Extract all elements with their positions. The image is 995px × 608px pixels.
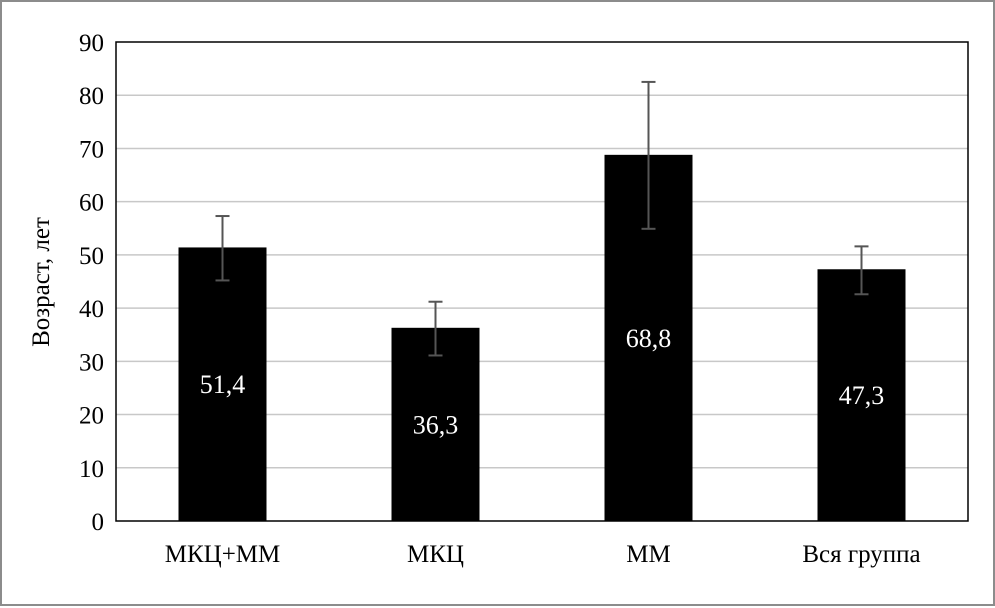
bar: [817, 269, 906, 521]
y-tick-label: 40: [79, 296, 104, 323]
bar: [178, 247, 267, 521]
y-axis-title: Возраст, лет: [28, 217, 55, 347]
axes: 0 10 20 30 40 50 60 70 80 90 МКЦ+ММ МКЦ ММ Вся группа: [79, 30, 969, 568]
y-tick-label: 0: [92, 509, 105, 536]
x-category-label: МКЦ: [407, 541, 464, 568]
bar: [391, 327, 480, 521]
y-tick-label: 90: [79, 30, 104, 57]
y-tick-label: 60: [79, 190, 104, 217]
y-tick-label: 20: [79, 403, 104, 430]
data-label: 47,3: [839, 381, 885, 410]
x-category-label: МКЦ+ММ: [165, 541, 281, 568]
data-label: 68,8: [626, 324, 672, 353]
data-labels: 51,4 36,3 68,8 47,3: [200, 324, 885, 439]
y-tick-label: 50: [79, 243, 104, 270]
y-tick-label: 10: [79, 456, 104, 483]
y-tick-label: 70: [79, 136, 104, 163]
bars: [178, 154, 906, 521]
plot-border: [115, 41, 969, 522]
data-label: 51,4: [200, 370, 246, 399]
data-label: 36,3: [413, 410, 459, 439]
y-tick-label: 30: [79, 349, 104, 376]
y-tick-label: 80: [79, 83, 104, 110]
error-bars: [215, 80, 869, 357]
x-category-label: Вся группа: [802, 541, 920, 568]
x-category-label: ММ: [626, 541, 670, 568]
